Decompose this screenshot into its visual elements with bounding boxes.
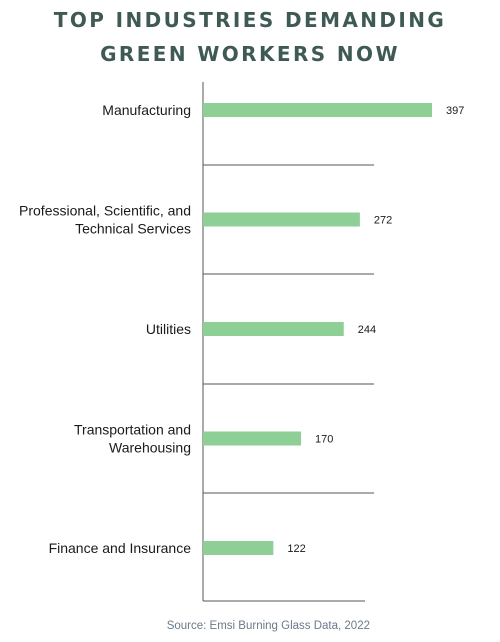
category-label-line: Utilities [146, 321, 191, 337]
bar-value-label: 397 [446, 105, 464, 117]
bar-value-label: 122 [287, 543, 305, 555]
category-label: Professional, Scientific, and Technical S… [19, 203, 191, 237]
category-label-line: Manufacturing [102, 102, 191, 118]
chart-title-line-1: TOP INDUSTRIES DEMANDING [53, 8, 447, 32]
category-label-line: Professional, Scientific, and [19, 203, 191, 219]
category-label-line: Warehousing [109, 440, 191, 456]
category-label: Manufacturing [102, 102, 191, 118]
bar-value-label: 244 [358, 324, 376, 336]
chart-title-line-2: GREEN WORKERS NOW [100, 42, 400, 66]
category-label-line: Transportation and [74, 422, 191, 438]
bar [203, 431, 302, 446]
category-label-line: Technical Services [75, 221, 191, 237]
bar [203, 322, 344, 336]
category-label-line: Finance and Insurance [49, 540, 192, 556]
bar [203, 541, 274, 555]
category-label: Finance and Insurance [49, 540, 192, 556]
category-label: Utilities [146, 321, 191, 337]
source-note: Source: Emsi Burning Glass Data, 2022 [166, 620, 370, 632]
bar-value-label: 272 [374, 215, 392, 227]
bar [203, 103, 432, 117]
bar-value-label: 170 [315, 434, 333, 446]
category-label: Transportation and Warehousing [74, 422, 191, 456]
bar [203, 212, 360, 227]
